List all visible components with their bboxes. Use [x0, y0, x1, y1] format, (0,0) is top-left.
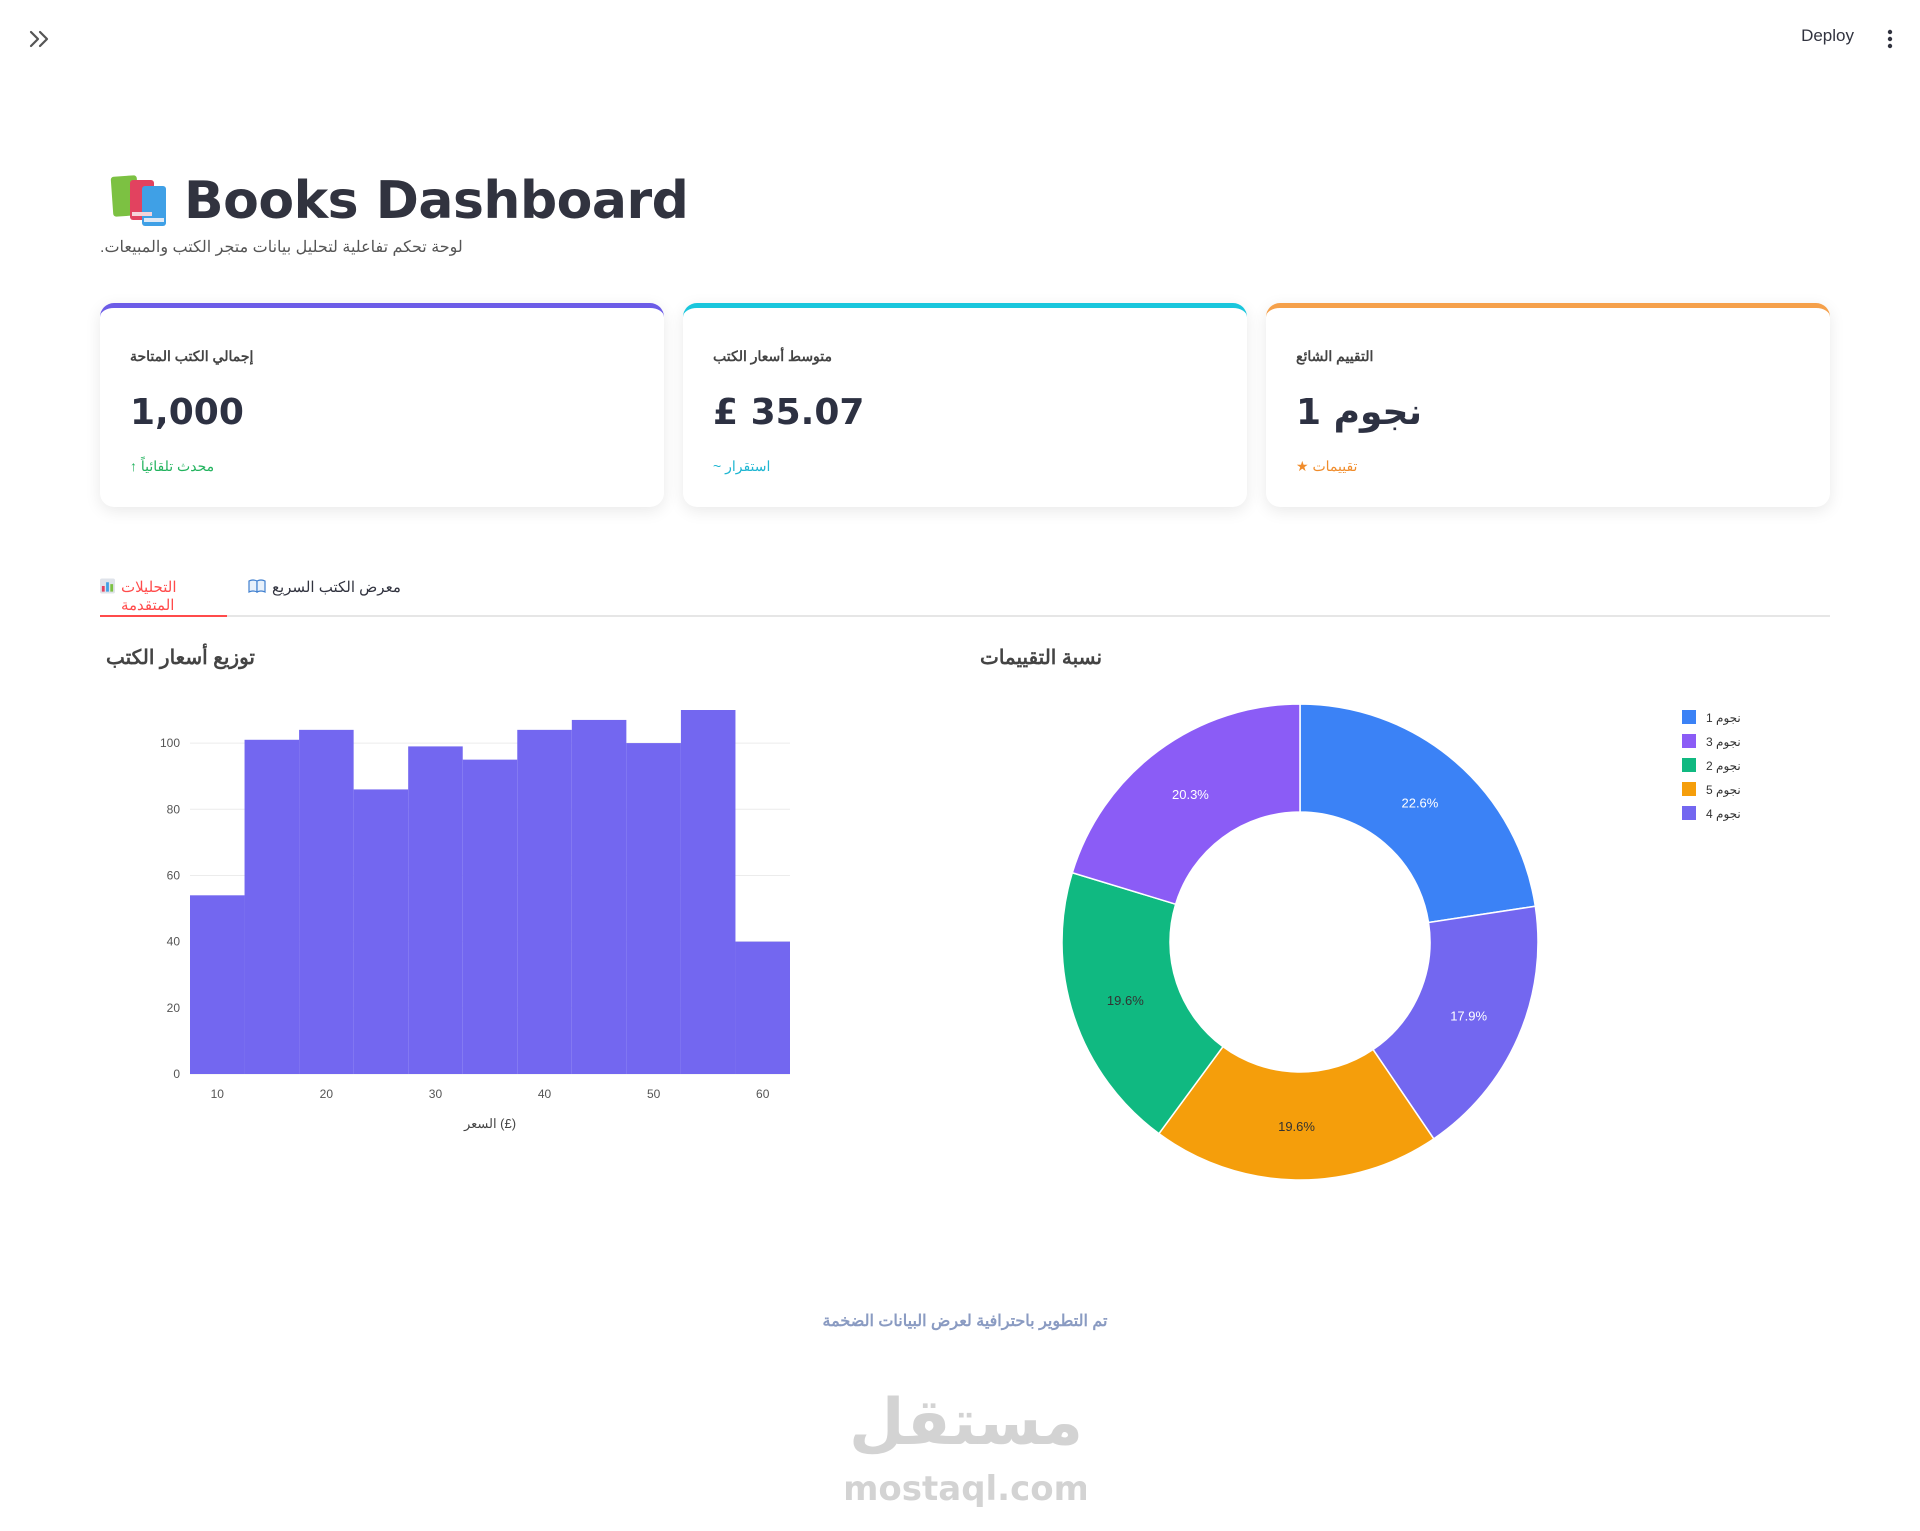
svg-text:مستقل: مستقل	[849, 1386, 1083, 1460]
metric-value: نجوم 1	[1296, 392, 1423, 433]
legend-swatch[interactable]	[1682, 758, 1696, 772]
metric-label: متوسط أسعار الكتب	[713, 348, 833, 364]
donut-slice[interactable]	[1071, 703, 1301, 906]
x-tick-label: 30	[429, 1087, 443, 1101]
donut-slice[interactable]	[1372, 905, 1539, 1140]
histogram-bar[interactable]	[462, 759, 518, 1074]
slice-label: 22.6%	[1401, 795, 1438, 810]
more-options-icon[interactable]	[1880, 26, 1900, 52]
slice-label: 20.3%	[1172, 787, 1209, 802]
x-tick-label: 10	[211, 1087, 225, 1101]
metric-value: £ 35.07	[713, 392, 865, 433]
histogram-bar[interactable]	[626, 743, 681, 1074]
metric-card-common-rating: التقييم الشائع نجوم 1 ★ تقييمات	[1266, 303, 1830, 507]
legend-swatch[interactable]	[1682, 734, 1696, 748]
slice-label: 17.9%	[1450, 1009, 1487, 1024]
price-histogram-chart: 0 20 40 60 80 100 10 20 30 40 50 60 السعر (£)	[160, 710, 790, 1132]
metric-note: ~ استقرار	[713, 458, 770, 475]
metric-note-text: تقييمات	[1312, 458, 1358, 474]
histogram-bar[interactable]	[299, 729, 354, 1074]
tab-quick-gallery[interactable]: معرض الكتب السريع	[248, 578, 401, 617]
ratings-donut-chart: 22.6% 17.9% 19.6% 19.6% 20.3% نجوم 1 نجوم 3 نجو…	[1061, 703, 1741, 1181]
deploy-button[interactable]: Deploy	[1801, 26, 1854, 45]
y-tick-label: 0	[173, 1067, 180, 1081]
histogram-bar[interactable]	[680, 710, 736, 1074]
tab-label: التحليلات المتقدمة	[120, 579, 177, 614]
y-tick-label: 40	[167, 935, 181, 949]
x-axis-label: السعر (£)	[463, 1116, 516, 1132]
histogram-bar[interactable]	[735, 941, 790, 1074]
legend-label[interactable]: نجوم 1	[1706, 711, 1741, 725]
tilde-icon: ~	[713, 458, 722, 474]
slice-label: 19.6%	[1107, 993, 1144, 1008]
metric-note: ★ تقييمات	[1296, 458, 1357, 475]
legend-label[interactable]: نجوم 2	[1706, 759, 1741, 773]
slice-label: 19.6%	[1278, 1119, 1315, 1134]
x-tick-label: 40	[538, 1087, 552, 1101]
metric-cards: إجمالي الكتب المتاحة 1,000 ↑ محدث تلقائي…	[100, 303, 1830, 507]
legend-swatch[interactable]	[1682, 806, 1696, 820]
tab-advanced-analytics[interactable]: التحليلات المتقدمة	[100, 578, 227, 617]
bar-chart-icon	[100, 578, 115, 594]
page-title: Books Dashboard	[184, 171, 689, 231]
page-subtitle: .لوحة تحكم تفاعلية لتحليل بيانات متجر ال…	[100, 239, 463, 256]
donut-slice[interactable]	[1157, 1045, 1435, 1181]
pie-title: نسبة التقييمات	[980, 647, 1103, 669]
y-tick-label: 20	[167, 1001, 181, 1015]
histogram-bar[interactable]	[408, 746, 463, 1074]
x-tick-label: 50	[647, 1087, 661, 1101]
metric-value: 1,000	[130, 392, 244, 433]
expand-sidebar-icon[interactable]	[26, 26, 56, 52]
footer-note: تم التطوير باحترافية لعرض البيانات الضخم…	[822, 1313, 1108, 1330]
y-tick-label: 100	[160, 736, 180, 750]
metric-card-total-books: إجمالي الكتب المتاحة 1,000 ↑ محدث تلقائي…	[100, 303, 664, 507]
mostaql-watermark-logo: مستقل mostaql.com	[846, 1386, 1086, 1509]
legend-label[interactable]: نجوم 3	[1706, 735, 1741, 749]
open-book-icon	[248, 579, 266, 593]
histogram-title: توزيع أسعار الكتب	[106, 647, 255, 669]
y-tick-label: 80	[167, 802, 181, 816]
metric-note-text: استقرار	[725, 458, 771, 474]
legend-swatch[interactable]	[1682, 710, 1696, 724]
metric-card-average-price: متوسط أسعار الكتب £ 35.07 ~ استقرار	[683, 303, 1247, 507]
histogram-bar[interactable]	[571, 719, 627, 1074]
histogram-bar[interactable]	[517, 729, 572, 1074]
arrow-up-icon: ↑	[130, 458, 137, 474]
svg-text:mostaql.com: mostaql.com	[846, 1469, 1086, 1509]
donut-slice[interactable]	[1299, 703, 1537, 924]
metric-note: ↑ محدث تلقائياً	[130, 458, 214, 475]
donut-slice[interactable]	[1061, 871, 1224, 1135]
histogram-bar[interactable]	[244, 739, 300, 1074]
metric-label: إجمالي الكتب المتاحة	[130, 348, 254, 364]
legend-label[interactable]: نجوم 4	[1706, 807, 1741, 821]
metric-note-text: محدث تلقائياً	[140, 458, 215, 474]
histogram-bar[interactable]	[190, 895, 245, 1074]
star-icon: ★	[1296, 458, 1309, 474]
legend-label[interactable]: نجوم 5	[1706, 783, 1741, 797]
histogram-bar[interactable]	[353, 789, 409, 1074]
top-bar: Deploy	[0, 0, 1920, 76]
tab-bar: التحليلات المتقدمة معرض الكتب السريع	[100, 570, 1830, 617]
page-header: Books Dashboard	[108, 168, 689, 234]
x-tick-label: 60	[756, 1087, 770, 1101]
y-tick-label: 60	[167, 868, 181, 882]
tab-label: معرض الكتب السريع	[272, 579, 401, 596]
x-tick-label: 20	[320, 1087, 334, 1101]
books-icon	[110, 175, 166, 226]
legend-swatch[interactable]	[1682, 782, 1696, 796]
metric-label: التقييم الشائع	[1296, 348, 1374, 364]
